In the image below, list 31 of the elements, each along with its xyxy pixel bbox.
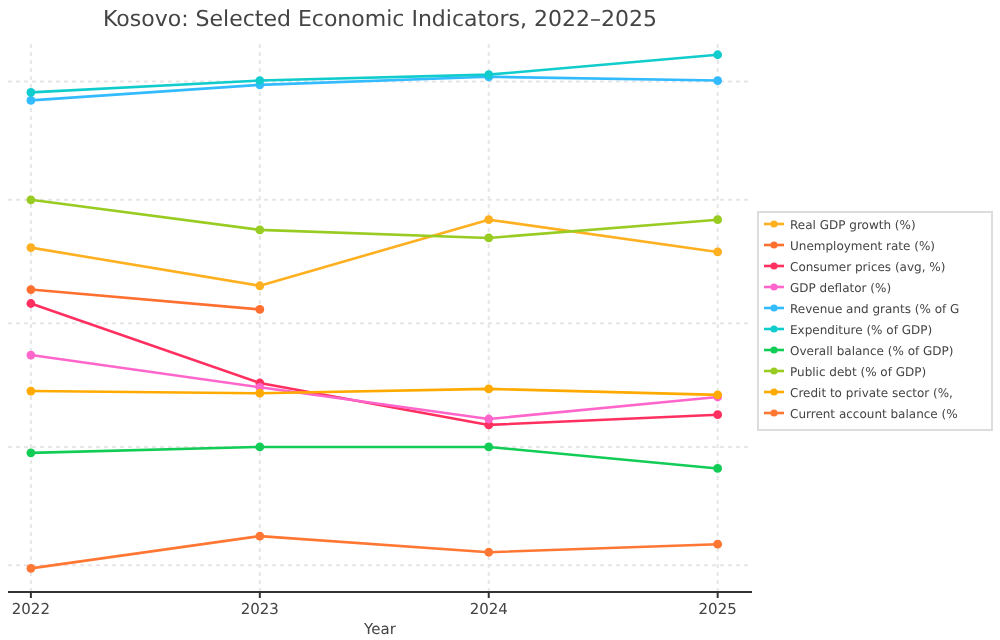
point [713,464,723,473]
point [255,531,265,541]
point [255,388,265,398]
point [26,195,36,205]
chart-title: Kosovo: Selected Economic Indicators, 2022–2025 [102,6,658,32]
point [713,247,723,257]
point [484,547,494,557]
point [255,442,265,452]
point [26,299,36,308]
point [484,233,494,243]
point [255,305,265,314]
point [26,285,36,294]
point [26,87,36,97]
point [484,215,494,225]
point [26,563,36,573]
point [26,96,36,105]
point [713,76,723,85]
point [713,215,723,225]
point [713,539,723,549]
point [484,414,494,424]
point [26,243,36,253]
point [26,386,36,396]
point [713,410,723,420]
point [484,384,494,394]
point [255,225,265,235]
point [484,442,494,452]
point [255,281,265,291]
point [255,76,265,85]
point [26,350,36,360]
point [26,448,36,458]
point [713,50,723,60]
